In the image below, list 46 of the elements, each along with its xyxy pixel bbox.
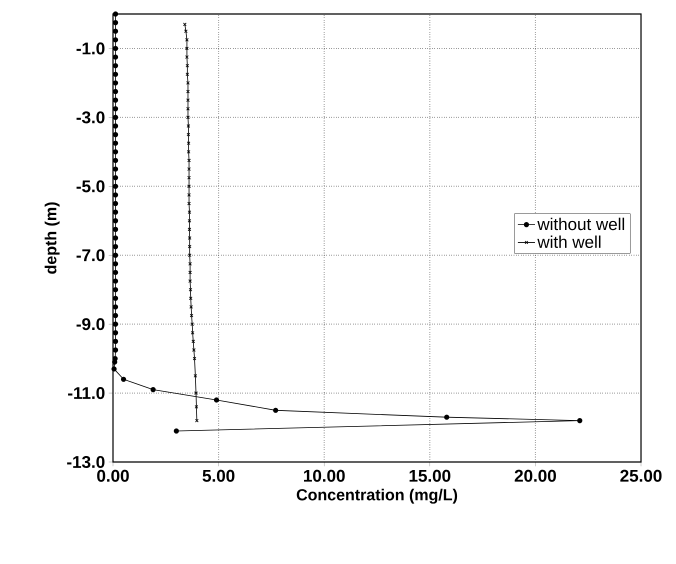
y-tick-label: -1.0 <box>76 42 104 54</box>
point <box>188 244 192 248</box>
point <box>186 150 190 154</box>
point <box>190 314 194 318</box>
point <box>185 55 189 59</box>
point <box>186 64 190 68</box>
point <box>189 305 193 309</box>
y-tick-label: -5.0 <box>76 180 104 192</box>
point <box>120 376 126 382</box>
point <box>186 72 190 76</box>
x-tick-label: 15.00 <box>410 470 450 482</box>
point <box>185 46 189 50</box>
point <box>187 158 191 162</box>
point <box>187 202 191 206</box>
legend-label: with well <box>537 236 600 248</box>
point <box>188 253 192 258</box>
x-tick-label: 25.00 <box>620 470 662 482</box>
point <box>187 193 191 197</box>
x-tick-label: 0.00 <box>97 470 129 482</box>
legend-label: without well <box>537 218 624 230</box>
x-tick-label: 20.00 <box>514 470 556 482</box>
point <box>186 90 190 94</box>
point <box>186 132 190 136</box>
point <box>112 11 118 17</box>
point <box>190 322 194 326</box>
point <box>188 270 192 274</box>
x-tick-label: 10.00 <box>304 470 345 482</box>
point <box>273 408 278 413</box>
point <box>214 397 220 403</box>
y-tick-label: -3.0 <box>76 111 104 124</box>
x-tick-label: 5.00 <box>202 470 234 482</box>
x-axis-title: Concentration (mg/L) <box>296 488 458 504</box>
point <box>444 414 450 420</box>
y-tick-label: -13.0 <box>67 456 104 468</box>
point <box>111 366 117 372</box>
y-tick-label: -11.0 <box>68 387 104 400</box>
point <box>188 279 192 283</box>
y-tick-label: -7.0 <box>76 249 104 262</box>
point <box>150 387 156 392</box>
y-tick-label: -9.0 <box>76 318 104 330</box>
point <box>188 296 193 300</box>
point <box>577 418 582 424</box>
point <box>187 167 191 171</box>
y-axis-title: depth (m) <box>44 202 60 274</box>
point <box>194 374 198 378</box>
point <box>174 428 179 434</box>
